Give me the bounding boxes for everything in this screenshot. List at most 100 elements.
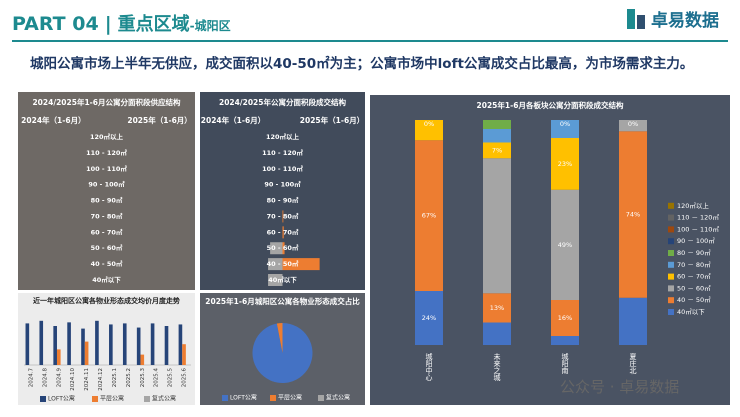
- data-label: 0%: [424, 120, 434, 128]
- bar: [122, 323, 127, 365]
- legend-swatch: [668, 214, 674, 221]
- legend-swatch: [668, 309, 674, 315]
- legend-swatch: [668, 238, 674, 245]
- panel: [18, 92, 195, 290]
- legend-label: LOFT公寓: [230, 394, 257, 402]
- category-label: 90 - 100㎡: [88, 180, 125, 189]
- chart-title: 2024/2025年1-6月公寓分面积段供应结构: [32, 97, 181, 107]
- category-label: 120㎡以上: [266, 132, 300, 141]
- legend-swatch: [668, 202, 674, 209]
- legend-label: 60 － 70㎡: [677, 272, 711, 281]
- headline: 城阳公寓市场上半年无供应，成交面积以40-50㎡为主；公寓市场中loft公寓成交…: [30, 56, 694, 72]
- data-label: 49%: [558, 241, 572, 249]
- x-tick-label: 2025.1: [112, 368, 118, 387]
- bar-segment: [551, 138, 579, 190]
- legend-swatch: [668, 261, 674, 268]
- legend-label: 平层公寓: [100, 395, 124, 403]
- part: PART 04: [12, 13, 99, 35]
- bar-segment: [415, 291, 443, 345]
- bar: [56, 349, 61, 365]
- x-tick-label: 2025.3: [140, 368, 146, 388]
- data-label: 7%: [492, 146, 502, 154]
- legend-swatch: [668, 226, 674, 233]
- category-label: 110 - 120㎡: [262, 148, 303, 157]
- chart-title: 2025年1-6月各板块公寓分面积段成交结构: [477, 100, 624, 110]
- legend-label: 复式公寓: [152, 395, 176, 403]
- x-tick-label: 2025.2: [126, 368, 132, 387]
- column-header: 2024年（1-6月）: [21, 115, 85, 125]
- watermark: 公众号 · 卓易数据: [560, 378, 680, 396]
- category-label: 60 - 70㎡: [267, 227, 299, 236]
- bar-segment: [483, 293, 511, 323]
- bar: [178, 324, 183, 365]
- section-title: 重点区域: [117, 14, 190, 35]
- bar-segment: [483, 142, 511, 159]
- bar-segment: [483, 129, 511, 143]
- separator: |: [104, 13, 112, 35]
- bar-segment: [619, 131, 647, 298]
- panel: [200, 92, 365, 290]
- logo-icon: [627, 8, 645, 29]
- category-label: 90 - 100㎡: [264, 180, 301, 189]
- bar-segment: [415, 140, 443, 291]
- data-label: 67%: [422, 212, 436, 220]
- category-label: 120㎡以上: [90, 132, 124, 141]
- column-header: 2025年（1-6月）: [300, 115, 364, 125]
- bar: [25, 323, 30, 365]
- category-label: 50 - 60㎡: [267, 243, 299, 252]
- bar-segment: [483, 158, 511, 294]
- category-label: 60 - 70㎡: [91, 227, 123, 236]
- pie-slice: [252, 323, 313, 384]
- bar: [140, 354, 145, 365]
- legend-label: 120㎡以上: [677, 201, 709, 210]
- bar: [84, 341, 89, 365]
- bar: [39, 320, 44, 365]
- category-label: 80 - 90㎡: [91, 196, 123, 205]
- category-label: 110 - 120㎡: [86, 148, 127, 157]
- category-label: 40㎡以下: [92, 275, 121, 284]
- x-tick-label: 城阳中心: [425, 353, 433, 381]
- pie-slice: [276, 323, 283, 353]
- legend-label: 90 － 100㎡: [677, 236, 715, 245]
- header: PART 04 | 重点区域 -城阳区: [12, 10, 231, 36]
- legend-label: 100 － 110㎡: [677, 224, 719, 233]
- category-label: 40 - 50㎡: [267, 259, 299, 268]
- chart-title: 近一年城阳区公寓各物业形态成交均价月度走势: [33, 296, 180, 305]
- legend-label: 平层公寓: [278, 394, 302, 402]
- bar-segment: [619, 120, 647, 132]
- legend-label: 50 － 60㎡: [677, 283, 711, 292]
- column-header: 2025年（1-6月）: [127, 115, 191, 125]
- data-label: 0%: [560, 120, 570, 128]
- data-label: 23%: [558, 160, 572, 168]
- data-label: 0%: [628, 120, 638, 128]
- bar: [270, 242, 283, 255]
- logo: 卓易数据: [625, 6, 719, 31]
- legend-label: 110 － 120㎡: [677, 213, 719, 222]
- bar: [81, 328, 85, 365]
- chart-title: 2024/2025年公寓分面积段成交结构: [219, 97, 346, 107]
- bar-segment: [483, 322, 511, 345]
- x-tick-label: 夏庄北: [629, 353, 637, 375]
- bar: [150, 323, 155, 365]
- category-label: 70 - 80㎡: [91, 211, 123, 220]
- bar-segment: [551, 189, 579, 300]
- legend-swatch: [668, 273, 674, 280]
- bar: [67, 322, 71, 365]
- category-label: 40 - 50㎡: [91, 259, 123, 268]
- bar: [164, 326, 169, 365]
- bar: [282, 258, 320, 271]
- legend-swatch: [668, 297, 674, 304]
- bar: [53, 326, 57, 365]
- category-label: 40㎡以下: [268, 275, 297, 284]
- x-tick-label: 城阳南: [561, 353, 569, 374]
- legend-swatch: [318, 395, 324, 401]
- column-header: 2024年（1-6月）: [201, 115, 265, 125]
- legend-swatch: [40, 396, 46, 402]
- legend-label: 40 － 50㎡: [677, 295, 711, 304]
- x-tick-label: 2024.12: [98, 368, 104, 391]
- header-rule: [12, 40, 728, 42]
- data-label: 13%: [490, 304, 504, 312]
- legend-swatch: [144, 396, 150, 402]
